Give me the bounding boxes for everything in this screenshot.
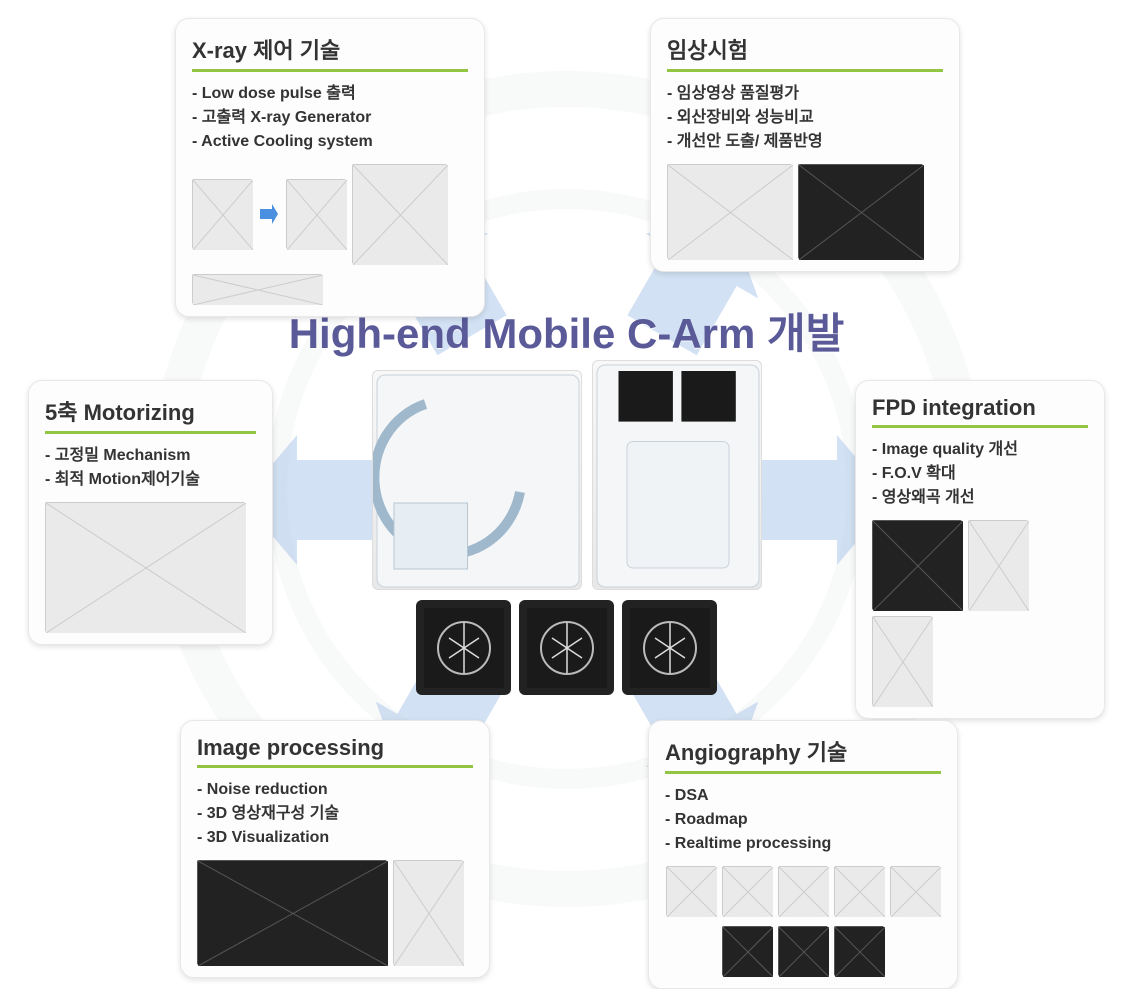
angio-4 — [834, 866, 884, 916]
card-title: 임상시험 — [667, 33, 943, 65]
card-title: Angiography 기술 — [665, 735, 941, 767]
card-top_right: 임상시험 - 임상영상 품질평가- 외산장비와 성능비교- 개선안 도출/ 제품… — [650, 18, 960, 272]
card-items: - Low dose pulse 출력- 고출력 X-ray Generator… — [192, 82, 468, 154]
card-item: - DSA — [665, 784, 941, 808]
angio-3 — [778, 866, 828, 916]
card-item: - Realtime processing — [665, 832, 941, 856]
xray-scan-before — [192, 179, 252, 249]
card-item: - Noise reduction — [197, 778, 473, 802]
xray-scan-after — [286, 179, 346, 249]
card-item: - 최적 Motion제어기술 — [45, 468, 256, 492]
3d-vessel-render — [393, 860, 463, 965]
card-item: - 3D 영상재구성 기술 — [197, 802, 473, 826]
center-visual — [357, 360, 777, 690]
card-item: - 개선안 도출/ 제품반영 — [667, 130, 943, 154]
card-underline — [192, 69, 468, 72]
card-items: - Noise reduction- 3D 영상재구성 기술- 3D Visua… — [197, 778, 473, 850]
card-item: - Low dose pulse 출력 — [192, 82, 468, 106]
spine-scan — [416, 600, 511, 695]
card-underline — [197, 765, 473, 768]
card-item: - 고출력 X-ray Generator — [192, 106, 468, 130]
card-item: - Active Cooling system — [192, 130, 468, 154]
pulse-waveform — [192, 274, 322, 304]
arrow-icon — [258, 200, 280, 228]
fov-pattern-2 — [872, 616, 932, 706]
fpd-panel — [872, 520, 962, 610]
mobile-c-arm-unit — [372, 370, 582, 590]
card-items: - DSA- Roadmap- Realtime processing — [665, 784, 941, 856]
angio-7 — [778, 926, 828, 976]
card-bot_right: Angiography 기술 - DSA- Roadmap- Realtime … — [648, 720, 958, 989]
angio-6 — [722, 926, 772, 976]
clinical-photo — [667, 164, 792, 259]
card-item: - 영상왜곡 개선 — [872, 486, 1088, 510]
monitor-workstation — [592, 360, 762, 590]
card-items: - 임상영상 품질평가- 외산장비와 성능비교- 개선안 도출/ 제품반영 — [667, 82, 943, 154]
card-items: - 고정밀 Mechanism- 최적 Motion제어기술 — [45, 444, 256, 492]
angio-5 — [890, 866, 940, 916]
card-item: - 외산장비와 성능비교 — [667, 106, 943, 130]
card-bot_left: Image processing - Noise reduction- 3D 영… — [180, 720, 490, 978]
card-underline — [872, 425, 1088, 428]
angio-8 — [834, 926, 884, 976]
card-mid_left: 5축 Motorizing - 고정밀 Mechanism- 최적 Motion… — [28, 380, 273, 645]
card-underline — [665, 771, 941, 774]
hand-3d-scan — [622, 600, 717, 695]
generator-device — [352, 164, 447, 264]
card-title: Image processing — [197, 735, 473, 761]
card-item: - Roadmap — [665, 808, 941, 832]
card-item: - Image quality 개선 — [872, 438, 1088, 462]
angio-2 — [722, 866, 772, 916]
card-mid_right: FPD integration - Image quality 개선- F.O.… — [855, 380, 1105, 719]
card-item: - F.O.V 확대 — [872, 462, 1088, 486]
card-underline — [667, 69, 943, 72]
card-top_left: X-ray 제어 기술 - Low dose pulse 출력- 고출력 X-r… — [175, 18, 485, 317]
angio-1 — [666, 866, 716, 916]
card-title: 5축 Motorizing — [45, 395, 256, 427]
vessel-scan — [519, 600, 614, 695]
c-arm-motion-diagram — [45, 502, 245, 632]
card-title: FPD integration — [872, 395, 1088, 421]
card-title: X-ray 제어 기술 — [192, 33, 468, 65]
card-item: - 3D Visualization — [197, 826, 473, 850]
card-items: - Image quality 개선- F.O.V 확대- 영상왜곡 개선 — [872, 438, 1088, 510]
card-underline — [45, 431, 256, 434]
card-item: - 임상영상 품질평가 — [667, 82, 943, 106]
fov-pattern-1 — [968, 520, 1028, 610]
3d-recon-grid — [197, 860, 387, 965]
target-diagram — [798, 164, 923, 259]
card-item: - 고정밀 Mechanism — [45, 444, 256, 468]
